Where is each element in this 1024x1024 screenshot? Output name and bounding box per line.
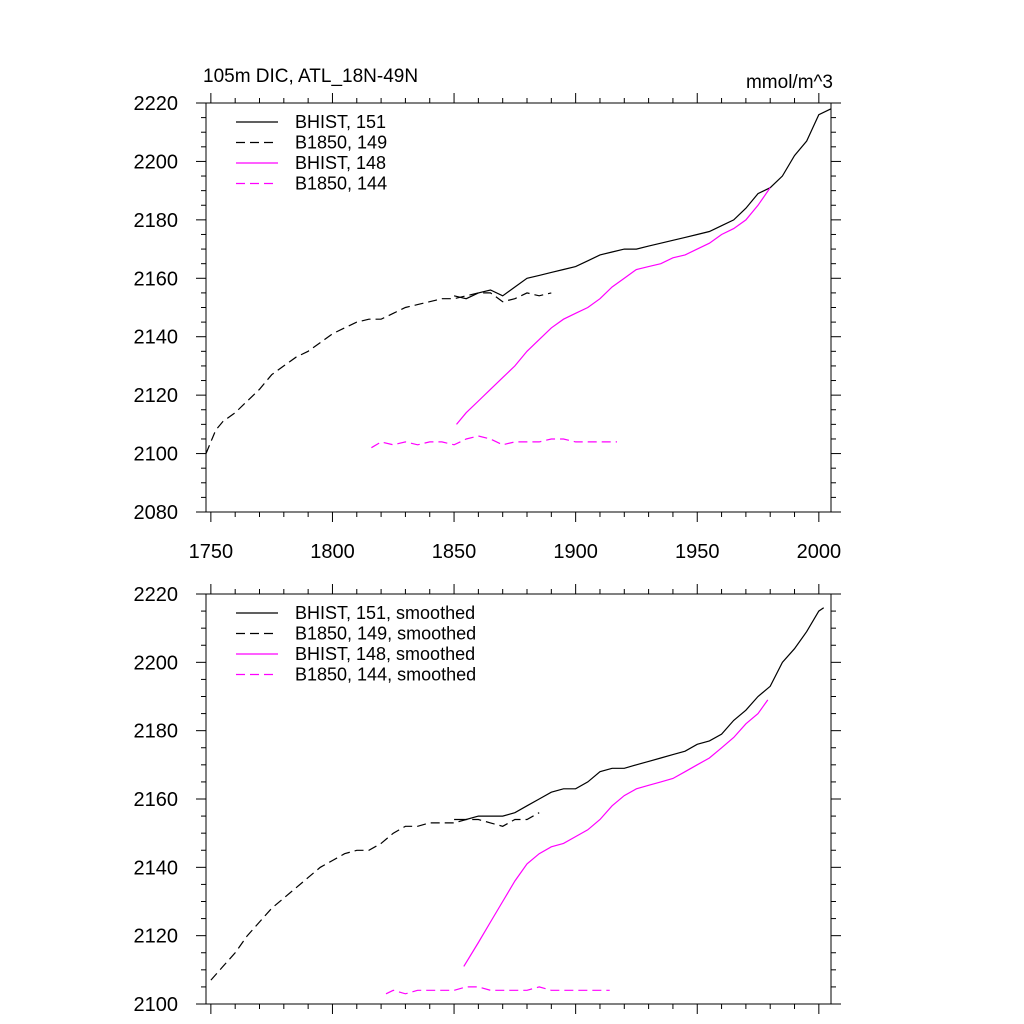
series-line-3 (463, 699, 769, 967)
x-tick-label: 1900 (553, 541, 598, 563)
legend-label: B1850, 144 (295, 174, 387, 194)
legend-label: BHIST, 151, smoothed (295, 603, 475, 623)
y-tick-label: 2220 (134, 93, 179, 115)
x-tick-label: 1750 (189, 541, 234, 563)
legend-label: BHIST, 151 (295, 112, 386, 132)
series-line-2 (205, 292, 552, 454)
y-tick-label: 2100 (134, 444, 179, 466)
series-line-3 (456, 187, 771, 425)
y-tick-label: 2140 (134, 327, 179, 349)
series-line-4 (371, 435, 617, 449)
y-tick-label: 2220 (134, 584, 179, 606)
series-line-1 (453, 108, 832, 300)
y-tick-label: 2200 (134, 652, 179, 674)
legend-label: B1850, 144, smoothed (295, 665, 476, 685)
top-panel-units: mmol/m^3 (746, 72, 833, 93)
y-tick-label: 2120 (134, 926, 179, 948)
bottom-panel: 2100 2120 2140 2160 2180 2200 2220 BHIST, 151, … (134, 584, 841, 1016)
top-panel: 105m DIC, ATL_18N-49N mmol/m^3 1750 1800 1… (134, 66, 842, 563)
series-line-1 (454, 607, 825, 821)
x-tick-label: 1950 (675, 541, 720, 563)
x-tick-label: 1800 (310, 541, 355, 563)
y-tick-label: 2180 (134, 210, 179, 232)
x-tick-label: 2000 (797, 541, 842, 563)
y-tick-label: 2160 (134, 789, 179, 811)
legend-label: B1850, 149 (295, 133, 387, 153)
series-line-4 (385, 986, 610, 995)
y-tick-label: 2120 (134, 385, 179, 407)
y-tick-label: 2100 (134, 994, 179, 1016)
series-line-2 (210, 812, 540, 981)
y-tick-label: 2080 (134, 502, 179, 524)
y-tick-label: 2180 (134, 721, 179, 743)
legend-label: BHIST, 148 (295, 153, 386, 173)
y-tick-label: 2160 (134, 268, 179, 290)
top-panel-title: 105m DIC, ATL_18N-49N (203, 66, 418, 87)
y-tick-label: 2200 (134, 151, 179, 173)
y-tick-label: 2140 (134, 857, 179, 879)
x-tick-label: 1850 (432, 541, 477, 563)
legend-label: B1850, 149, smoothed (295, 624, 476, 644)
legend-label: BHIST, 148, smoothed (295, 644, 475, 664)
